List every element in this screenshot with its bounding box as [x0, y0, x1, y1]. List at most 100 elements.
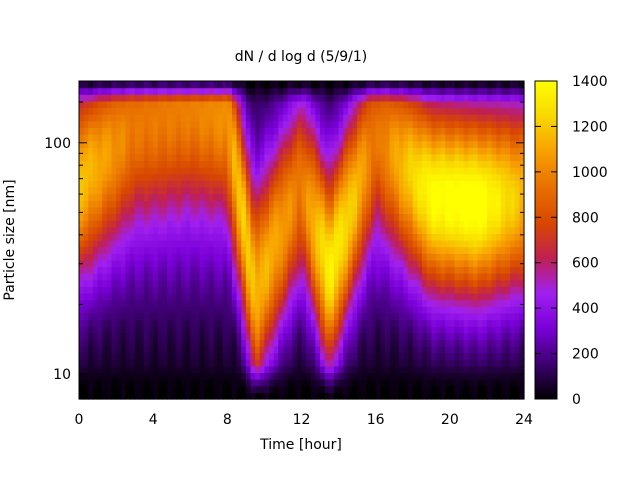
heatmap-cell [486, 226, 493, 234]
heatmap-cell [227, 233, 233, 241]
heatmap-cell [157, 379, 164, 387]
heatmap-cell [394, 213, 400, 221]
heatmap-cell [273, 332, 279, 340]
heatmap-cell [296, 233, 303, 241]
heatmap-cell [320, 365, 326, 374]
heatmap-cell [222, 385, 228, 393]
heatmap-cell [459, 94, 465, 102]
heatmap-cell [213, 147, 219, 155]
heatmap-cell [329, 94, 335, 102]
heatmap-cell [408, 87, 414, 95]
heatmap-cell [347, 206, 354, 215]
heatmap-cell [83, 120, 89, 128]
heatmap-cell [459, 233, 465, 241]
heatmap-cell [116, 226, 122, 234]
heatmap-cell [486, 259, 493, 268]
heatmap-cell [111, 352, 117, 360]
heatmap-cell [245, 306, 252, 314]
heatmap-cell [97, 180, 103, 188]
heatmap-cell [255, 379, 261, 387]
heatmap-cell [412, 134, 418, 142]
heatmap-cell [231, 120, 238, 128]
heatmap-cell [440, 306, 446, 314]
heatmap-cell [408, 187, 414, 195]
heatmap-cell [473, 299, 479, 307]
heatmap-cell [180, 312, 187, 321]
heatmap-cell [287, 273, 293, 281]
heatmap-cell [153, 326, 159, 334]
heatmap-cell [125, 240, 131, 248]
heatmap-cell [139, 94, 145, 102]
heatmap-cell [347, 339, 354, 347]
heatmap-cell [143, 147, 150, 155]
heatmap-cell [231, 87, 238, 95]
heatmap-cell [440, 206, 446, 215]
heatmap-cell [347, 193, 354, 201]
heatmap-cell [190, 147, 196, 155]
heatmap-cell [371, 140, 377, 148]
heatmap-cell [171, 147, 177, 155]
heatmap-cell [250, 385, 256, 393]
heatmap-cell [338, 134, 344, 142]
heatmap-cell [380, 87, 386, 95]
heatmap-cell [459, 385, 465, 393]
heatmap-cell [79, 319, 85, 327]
heatmap-cell [231, 200, 238, 208]
heatmap-cell [380, 359, 386, 367]
heatmap-cell [375, 173, 381, 181]
heatmap-cell [347, 273, 354, 281]
heatmap-cell [125, 220, 131, 228]
heatmap-cell [129, 233, 136, 241]
heatmap-cell [139, 233, 145, 241]
heatmap-cell [116, 365, 122, 374]
heatmap-cell [426, 365, 432, 374]
heatmap-cell [222, 187, 228, 195]
heatmap-cell [153, 100, 159, 109]
heatmap-cell [120, 213, 126, 221]
heatmap-cell [134, 293, 140, 301]
heatmap-cell [176, 226, 182, 234]
heatmap-cell [111, 206, 117, 215]
heatmap-cell [398, 339, 405, 347]
heatmap-cell [213, 332, 219, 340]
heatmap-cell [445, 293, 451, 301]
heatmap-cell [310, 213, 317, 221]
heatmap-cell [116, 81, 122, 89]
heatmap-cell [282, 220, 289, 228]
heatmap-cell [412, 392, 418, 400]
heatmap-cell [435, 226, 442, 234]
heatmap-cell [445, 352, 451, 360]
heatmap-cell [83, 365, 89, 374]
heatmap-cell [176, 346, 182, 354]
heatmap-cell [143, 134, 150, 142]
heatmap-cell [463, 365, 469, 374]
heatmap-cell [366, 127, 372, 135]
heatmap-cell [486, 246, 493, 254]
heatmap-cell [426, 140, 432, 148]
heatmap-cell [389, 94, 395, 102]
heatmap-cell [227, 87, 233, 95]
heatmap-cell [167, 140, 173, 148]
heatmap-cell [440, 286, 446, 294]
heatmap-cell [426, 266, 432, 274]
heatmap-cell [426, 339, 432, 347]
heatmap-cell [329, 319, 335, 327]
heatmap-cell [148, 279, 154, 287]
heatmap-cell [255, 240, 261, 248]
heatmap-cell [510, 187, 516, 195]
heatmap-cell [408, 226, 414, 234]
heatmap-cell [250, 100, 256, 109]
heatmap-cell [143, 220, 150, 228]
heatmap-cell [282, 226, 289, 234]
heatmap-cell [236, 246, 242, 254]
heatmap-cell [459, 365, 465, 374]
heatmap-cell [250, 312, 256, 321]
heatmap-cell [338, 246, 344, 254]
heatmap-cell [389, 253, 395, 261]
heatmap-cell [371, 220, 377, 228]
heatmap-cell [301, 392, 307, 400]
heatmap-cell [505, 359, 511, 367]
heatmap-cell [222, 81, 228, 89]
heatmap-cell [352, 332, 358, 340]
heatmap-cell [79, 81, 85, 89]
